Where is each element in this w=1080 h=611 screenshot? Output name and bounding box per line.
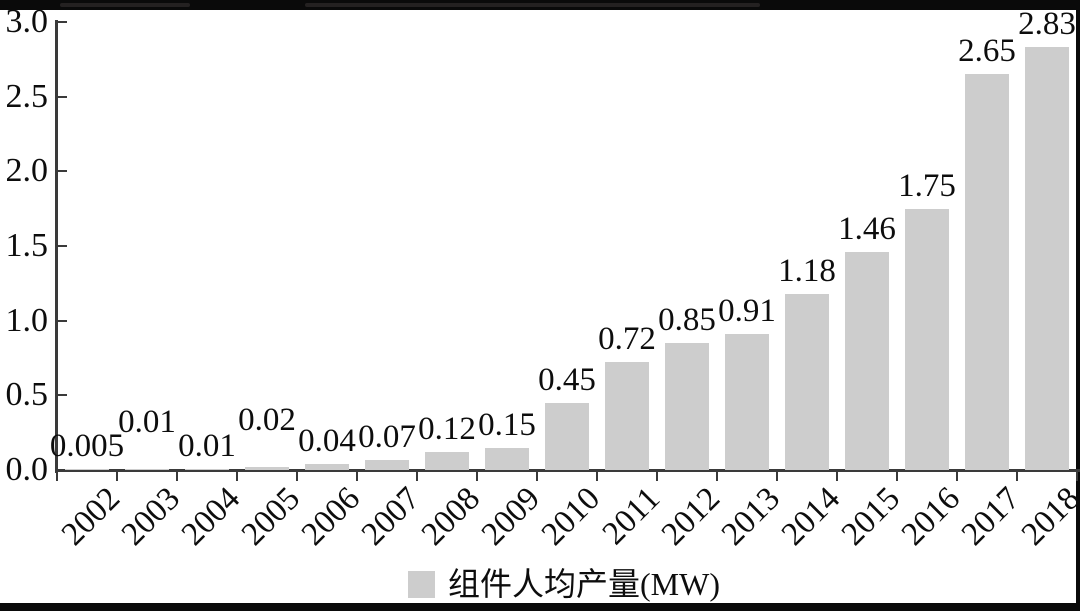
x-axis-tick — [476, 472, 478, 481]
y-tick-label: 1.5 — [5, 227, 49, 264]
y-tick-label: 1.0 — [5, 301, 49, 339]
bar-2018 — [1025, 47, 1069, 470]
bar-value-label: 0.85 — [658, 302, 716, 339]
bar-value-label: 0.02 — [238, 402, 296, 438]
bar-2005 — [245, 467, 289, 470]
bar-2010 — [545, 402, 589, 470]
x-axis-tick — [176, 472, 178, 481]
legend: 组件人均产量(MW) — [0, 567, 1080, 601]
bar-2015 — [845, 251, 889, 470]
bar-2006 — [305, 464, 349, 470]
x-axis-tick — [296, 472, 298, 481]
bar-value-label: 0.72 — [598, 321, 656, 358]
x-axis-tick — [116, 472, 118, 481]
bar-value-label: 2.65 — [958, 33, 1016, 70]
x-axis-tick — [1016, 472, 1018, 481]
y-axis-line — [55, 20, 58, 473]
bar-value-label: 2.83 — [1018, 6, 1076, 43]
bar-value-label: 0.01 — [118, 403, 176, 440]
bar-2013 — [725, 334, 769, 470]
bar-value-label: 0.12 — [418, 411, 476, 448]
x-axis-tick — [896, 472, 898, 481]
bar-2008 — [425, 452, 469, 470]
bar-value-label: 0.005 — [49, 428, 125, 464]
x-axis-tick — [236, 472, 238, 481]
bar-value-label: 0.15 — [478, 406, 536, 443]
bar-2009 — [485, 447, 529, 470]
bottom-crop-bar — [0, 603, 1080, 611]
y-axis-tick — [58, 245, 67, 247]
bar-2016 — [905, 208, 949, 470]
y-tick-label: 3.0 — [5, 3, 49, 40]
bar-value-label: 0.04 — [298, 423, 356, 460]
y-axis-tick — [58, 95, 67, 98]
bar-2011 — [605, 362, 649, 470]
x-axis-tick — [596, 472, 598, 481]
y-tick-label: 2.5 — [5, 77, 49, 115]
x-axis-tick — [656, 472, 658, 481]
x-axis-tick — [716, 472, 718, 481]
y-tick-label: 0.0 — [5, 451, 49, 488]
bar-2007 — [365, 459, 409, 470]
bar-value-label: 0.45 — [538, 361, 596, 398]
x-axis-tick — [776, 472, 778, 481]
bar-value-label: 0.91 — [718, 293, 776, 330]
bar-value-label: 0.01 — [178, 427, 236, 464]
y-axis-tick — [58, 170, 67, 173]
legend-swatch — [408, 570, 435, 598]
bar-2002 — [65, 469, 109, 470]
y-axis-tick — [58, 394, 67, 397]
x-axis-tick — [56, 472, 58, 481]
bar-2012 — [665, 343, 709, 470]
x-axis-tick — [416, 472, 418, 481]
right-crop-bar — [1076, 0, 1080, 611]
x-axis-tick — [356, 472, 358, 481]
bar-value-label: 0.07 — [358, 418, 416, 455]
y-axis-tick — [58, 319, 67, 322]
x-axis-tick — [1076, 472, 1078, 481]
y-axis-tick — [58, 21, 67, 23]
y-tick-label: 2.0 — [5, 152, 49, 190]
bar-2017 — [965, 74, 1009, 470]
bar-value-label: 1.75 — [898, 167, 956, 204]
x-axis-tick — [536, 472, 538, 481]
top-bar-artifact — [60, 3, 190, 7]
legend-label: 组件人均产量(MW) — [448, 566, 720, 602]
bar-2004 — [185, 468, 229, 470]
x-axis-tick — [836, 472, 838, 481]
bar-2014 — [785, 293, 829, 470]
x-axis-line — [55, 469, 1080, 472]
x-axis-tick — [956, 472, 958, 481]
top-crop-bar — [0, 0, 1080, 10]
top-bar-artifact — [305, 3, 760, 7]
bar-value-label: 1.46 — [838, 210, 896, 247]
bar-2003 — [125, 468, 169, 470]
y-tick-label: 0.5 — [5, 376, 49, 414]
bar-value-label: 1.18 — [778, 252, 836, 289]
